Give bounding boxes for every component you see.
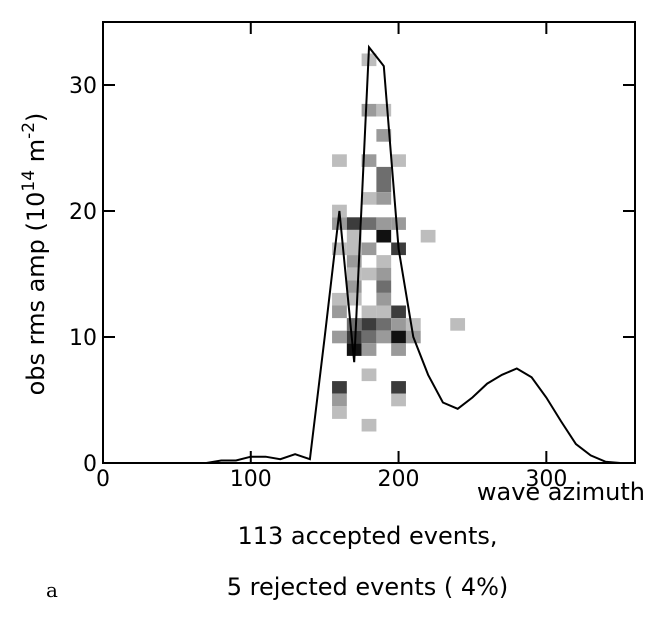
heatmap-cell — [391, 381, 406, 394]
heatmap-cell — [391, 318, 406, 331]
heatmap-cell — [405, 318, 421, 331]
heatmap-cell — [376, 330, 392, 344]
heatmap-cell — [391, 305, 406, 319]
heatmap-cell — [420, 229, 436, 243]
plot-frame — [102, 21, 636, 464]
heatmap-cell — [361, 217, 377, 230]
x-tick-label: 0 — [96, 467, 110, 492]
heatmap-cell — [391, 217, 406, 230]
heatmap-cell — [332, 292, 347, 306]
heatmap-cell — [361, 343, 377, 356]
heatmap-cell — [346, 318, 362, 331]
heatmap-cell — [361, 330, 377, 344]
heatmap-cell — [361, 192, 377, 205]
heatmap-cell — [332, 154, 347, 167]
heatmap-cell — [332, 406, 347, 419]
series-line — [103, 44, 635, 464]
heatmap-cell — [391, 343, 406, 356]
heatmap-cell — [361, 368, 377, 382]
heatmap-cell — [376, 166, 392, 180]
heatmap-cell — [361, 242, 377, 256]
heatmap-cell — [361, 318, 377, 331]
heatmap-cell — [361, 154, 377, 167]
y-axis: 0 10 20 30 — [69, 74, 635, 477]
heatmap-cell — [346, 280, 362, 293]
heatmap-cell — [376, 267, 392, 281]
heatmap-cell — [376, 229, 392, 243]
heatmap-cell — [346, 242, 362, 256]
heatmap-cell — [332, 381, 347, 394]
heatmap-cell — [376, 217, 392, 230]
heatmap-cell — [361, 305, 377, 319]
heatmap-cell — [376, 305, 392, 319]
heatmap-cell — [450, 318, 466, 331]
x-axis-title: wave azimuth — [477, 478, 645, 506]
caption-line-2: 5 rejected events ( 4%) — [226, 573, 509, 601]
heatmap-cell — [361, 418, 377, 432]
panel-letter: a — [46, 578, 58, 602]
y-tick-label: 10 — [69, 326, 97, 351]
heatmap-cell — [391, 154, 406, 167]
heatmap-cell — [376, 255, 392, 268]
heatmap-cell — [332, 217, 347, 230]
x-tick-label: 100 — [230, 467, 272, 492]
heatmap-cell — [332, 393, 347, 407]
y-axis-title: obs rms amp (1014 m-2) — [19, 113, 50, 396]
heatmap-cell — [346, 217, 362, 230]
y-tick-label: 20 — [69, 200, 97, 225]
heatmap-cell — [346, 229, 362, 243]
x-tick-label: 300 — [525, 467, 567, 492]
heatmap-cell — [332, 305, 347, 319]
heatmap-cell — [376, 292, 392, 306]
x-axis: 0 100 200 300 — [96, 22, 567, 492]
heatmap-cell — [376, 179, 392, 193]
y-tick-label: 0 — [83, 452, 97, 477]
heatmap-cell — [361, 103, 377, 117]
heatmap-cell — [376, 129, 392, 142]
heatmap-cell — [361, 267, 377, 281]
y-tick-label: 30 — [69, 74, 97, 99]
heatmap-cell — [376, 318, 392, 331]
heatmap-cell — [332, 330, 347, 344]
heatmap-cell — [376, 103, 392, 117]
heatmap-cell — [391, 330, 406, 344]
caption-line-1: 113 accepted events, — [237, 522, 498, 550]
x-tick-label: 200 — [378, 467, 420, 492]
heatmap-cell — [376, 192, 392, 205]
heatmap-cell — [376, 280, 392, 293]
heatmap-cell — [391, 393, 406, 407]
